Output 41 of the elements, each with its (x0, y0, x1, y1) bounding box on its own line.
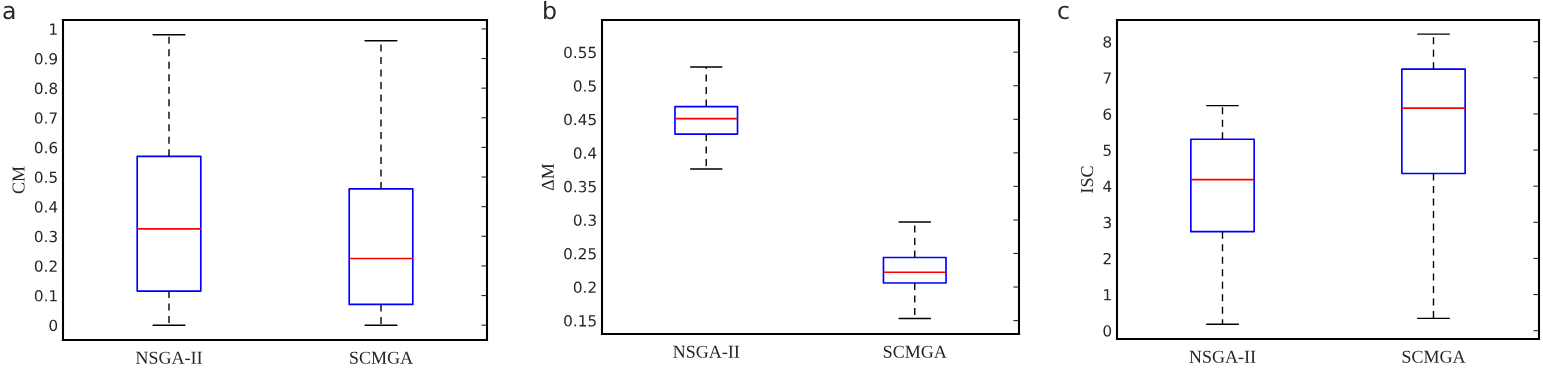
y-tick-label: 0.6 (34, 141, 58, 154)
y-tick-label: 0.3 (34, 230, 57, 243)
chart-title: c (1058, 5, 1069, 20)
y-tick-label: 1 (50, 23, 57, 35)
x-tick-label: NSGA-II (673, 345, 740, 358)
x-tick-label: SCMGA (883, 345, 947, 358)
y-tick-label: 5 (1103, 144, 1111, 157)
x-tick-label: NSGA-II (1189, 350, 1256, 363)
x-tick-label: NSGA-II (135, 351, 202, 364)
y-tick-label: 0.55 (564, 46, 596, 59)
y-tick-label: 0.9 (34, 52, 58, 65)
y-tick-label: 0.1 (34, 290, 57, 302)
y-tick-label: 0.2 (34, 260, 57, 272)
x-tick-label: SCMGA (1402, 350, 1466, 363)
y-tick-label: 1 (1104, 289, 1111, 301)
y-axis-title: ΔM (541, 163, 554, 191)
y-tick-label: 8 (1103, 36, 1112, 48)
chart-title: b (544, 1, 556, 20)
y-tick-label: 0 (1103, 325, 1112, 337)
y-tick-label: 6 (1103, 108, 1112, 120)
y-tick-label: 0.2 (573, 281, 596, 294)
y-tick-label: 0.5 (573, 80, 596, 92)
y-axis-title: ISC (1081, 166, 1094, 193)
y-tick-label: 2 (1103, 252, 1111, 265)
y-axis-title: CM (12, 166, 25, 194)
y-tick-label: 0.45 (564, 113, 596, 126)
y-tick-label: 0.4 (573, 147, 597, 159)
y-tick-label: 0 (49, 319, 58, 332)
y-tick-label: 0.4 (34, 201, 58, 213)
y-tick-label: 0.5 (34, 171, 57, 184)
chart-title: a (3, 5, 15, 20)
y-tick-label: 0.25 (564, 247, 596, 260)
y-tick-label: 4 (1103, 180, 1112, 192)
y-tick-label: 0.35 (564, 180, 596, 193)
y-tick-label: 3 (1103, 216, 1111, 229)
y-tick-label: 7 (1103, 72, 1111, 84)
y-tick-label: 0.8 (34, 82, 58, 95)
x-tick-label: SCMGA (350, 351, 413, 364)
y-tick-label: 0.7 (34, 112, 57, 124)
y-tick-label: 0.15 (564, 315, 596, 327)
y-tick-label: 0.3 (573, 214, 596, 226)
